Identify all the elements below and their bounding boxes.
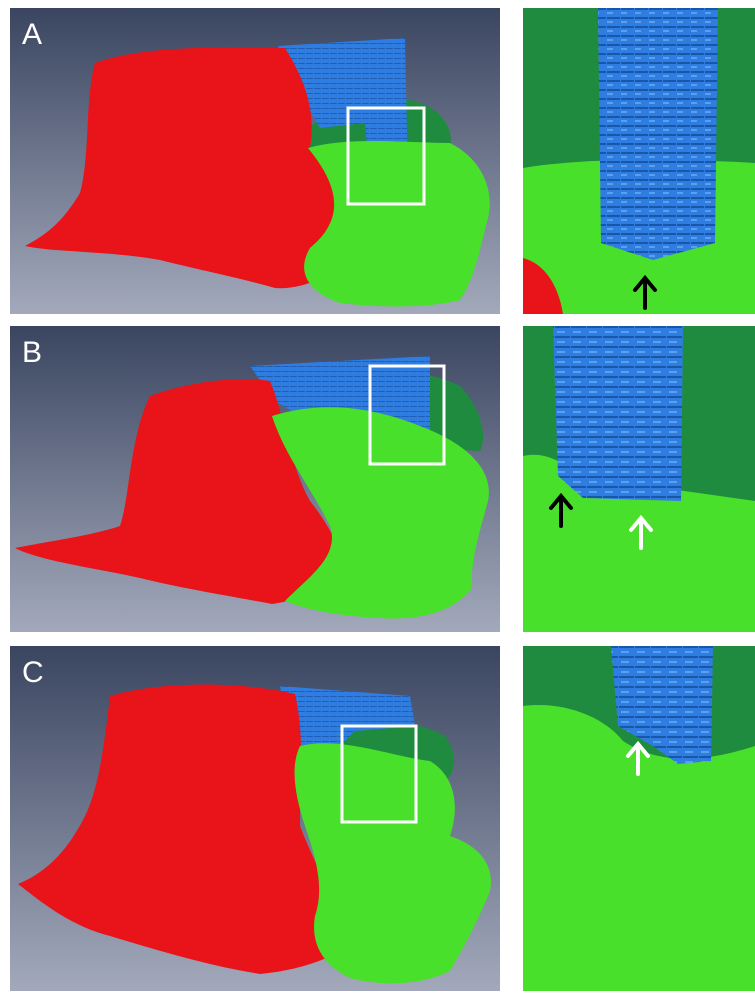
light-green-region bbox=[272, 407, 489, 619]
panel-b-zoom bbox=[523, 326, 755, 632]
red-region bbox=[18, 684, 350, 974]
arrow-black bbox=[633, 274, 657, 310]
zoom-selection-box bbox=[340, 724, 418, 824]
blue-region bbox=[598, 8, 718, 260]
zoom-selection-box bbox=[346, 106, 426, 206]
panel-label-c: C bbox=[22, 656, 44, 689]
zoom-selection-box bbox=[368, 364, 446, 466]
panel-a-zoom bbox=[523, 8, 755, 314]
panel-b-render bbox=[10, 326, 500, 632]
red-region bbox=[523, 258, 563, 314]
blue-region bbox=[280, 686, 415, 756]
panel-a-render bbox=[10, 8, 500, 314]
panel-b-zoom-render bbox=[523, 326, 755, 632]
panel-b-overview: B bbox=[10, 326, 500, 632]
red-region bbox=[25, 47, 355, 289]
arrow-white bbox=[626, 740, 650, 776]
light-green-region bbox=[304, 140, 490, 307]
blue-region bbox=[553, 326, 683, 501]
panel-label-b: B bbox=[22, 336, 43, 369]
red-region bbox=[15, 379, 348, 604]
panel-c-overview: C bbox=[10, 646, 500, 991]
light-green-region bbox=[294, 743, 491, 984]
light-green-region bbox=[523, 705, 755, 991]
panel-a-overview: A bbox=[10, 8, 500, 314]
panel-c-render bbox=[10, 646, 500, 991]
arrow-white bbox=[629, 514, 653, 550]
panel-c-zoom-render bbox=[523, 646, 755, 991]
panel-a-zoom-render bbox=[523, 8, 755, 314]
panel-label-a: A bbox=[22, 18, 43, 51]
blue-region bbox=[611, 646, 713, 764]
arrow-black bbox=[549, 492, 573, 528]
panel-c-zoom bbox=[523, 646, 755, 991]
